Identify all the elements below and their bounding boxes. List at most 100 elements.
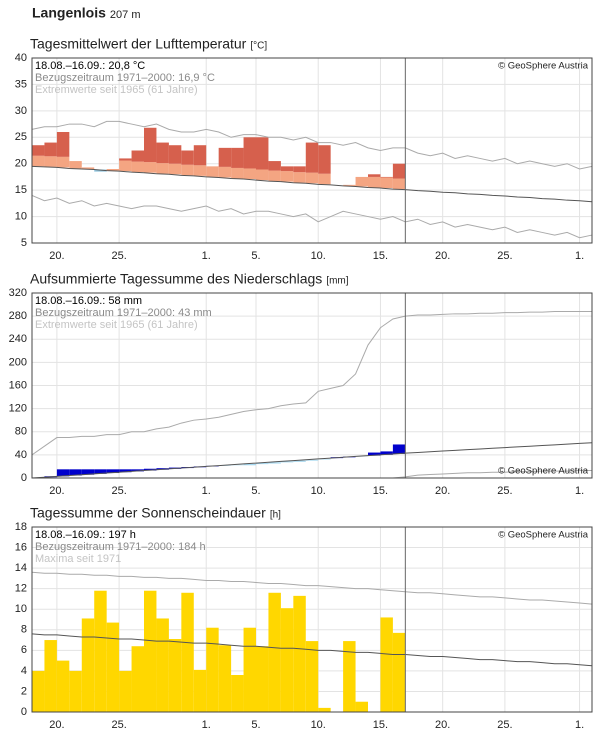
y-tick-label: 120 bbox=[9, 403, 27, 415]
anomaly-bar-below bbox=[256, 463, 269, 465]
plot-frame bbox=[31, 57, 593, 244]
climate-line bbox=[31, 571, 593, 605]
anomaly-bar-strong bbox=[156, 142, 169, 164]
anomaly-bar-below bbox=[243, 463, 256, 466]
anomaly-bar bbox=[56, 469, 70, 477]
anomaly-bar bbox=[256, 169, 269, 181]
anomaly-bar bbox=[280, 171, 294, 182]
bar bbox=[56, 660, 70, 712]
bar bbox=[343, 641, 356, 712]
bar bbox=[268, 592, 281, 712]
credit: © GeoSphere Austria bbox=[498, 530, 589, 541]
info-text: Maxima seit 1971 bbox=[35, 553, 121, 565]
anomaly-bar-below bbox=[268, 462, 281, 464]
info-text: Bezugszeitraum 1971–2000: 16,9 °C bbox=[35, 72, 215, 84]
x-tick-label: 5. bbox=[251, 250, 260, 262]
y-tick-label: 160 bbox=[9, 379, 27, 391]
anomaly-bar bbox=[156, 163, 169, 174]
climate-line bbox=[31, 194, 593, 239]
y-tick-label: 20 bbox=[15, 158, 27, 170]
bar bbox=[81, 618, 95, 712]
x-tick-label: 25. bbox=[111, 719, 126, 729]
y-tick-label: 2 bbox=[21, 685, 27, 697]
y-tick-label: 80 bbox=[15, 426, 27, 438]
anomaly-bar bbox=[293, 172, 306, 183]
anomaly-bar bbox=[69, 469, 82, 476]
credit: © GeoSphere Austria bbox=[498, 61, 589, 72]
bar bbox=[256, 646, 269, 712]
bar bbox=[392, 632, 406, 712]
y-tick-label: 6 bbox=[21, 644, 27, 656]
x-tick-label: 20. bbox=[49, 250, 64, 262]
anomaly-bar-strong bbox=[131, 150, 144, 162]
info-text: Extremwerte seit 1965 (61 Jahre) bbox=[35, 319, 198, 331]
x-tick-label: 20. bbox=[435, 250, 450, 262]
anomaly-bar bbox=[81, 469, 95, 475]
y-tick-label: 240 bbox=[9, 333, 27, 345]
climate-line bbox=[31, 120, 593, 170]
x-tick-label: 10. bbox=[311, 719, 326, 729]
y-tick-label: 35 bbox=[15, 78, 27, 90]
anomaly-bar-strong bbox=[32, 145, 45, 156]
y-tick-label: 40 bbox=[15, 52, 27, 64]
anomaly-bar-strong bbox=[168, 145, 182, 164]
climate-line bbox=[31, 165, 593, 203]
y-tick-label: 15 bbox=[15, 184, 27, 196]
x-tick-label: 20. bbox=[435, 485, 450, 497]
climate-line bbox=[31, 633, 593, 667]
anomaly-bar bbox=[94, 469, 107, 474]
anomaly-bar bbox=[243, 168, 256, 180]
x-tick-label: 25. bbox=[111, 250, 126, 262]
anomaly-bar bbox=[355, 176, 368, 187]
bar bbox=[293, 595, 306, 712]
y-tick-label: 4 bbox=[21, 665, 27, 677]
x-tick-label: 1. bbox=[202, 250, 211, 262]
anomaly-bar bbox=[131, 469, 144, 472]
bar bbox=[106, 622, 120, 712]
anomaly-bar bbox=[181, 164, 194, 176]
anomaly-bar bbox=[56, 156, 70, 168]
anomaly-bar bbox=[144, 162, 157, 173]
bar bbox=[380, 617, 393, 712]
anomaly-bar bbox=[193, 165, 207, 176]
x-tick-label: 5. bbox=[251, 719, 260, 729]
y-tick-label: 10 bbox=[15, 603, 27, 615]
anomaly-bar-strong bbox=[293, 166, 306, 173]
bar bbox=[206, 627, 219, 712]
info-text: Extremwerte seit 1965 (61 Jahre) bbox=[35, 84, 198, 96]
anomaly-bar-below bbox=[293, 460, 306, 462]
x-tick-label: 20. bbox=[49, 485, 64, 497]
anomaly-bar-strong bbox=[268, 161, 281, 171]
x-tick-label: 1. bbox=[575, 250, 584, 262]
y-tick-label: 8 bbox=[21, 624, 27, 636]
bar bbox=[69, 670, 82, 712]
x-tick-label: 25. bbox=[111, 485, 126, 497]
anomaly-bar bbox=[119, 469, 132, 473]
x-tick-label: 10. bbox=[311, 250, 326, 262]
anomaly-bar-below bbox=[231, 464, 244, 466]
x-tick-label: 20. bbox=[435, 719, 450, 729]
anomaly-bar-below bbox=[280, 461, 294, 463]
x-tick-label: 10. bbox=[311, 485, 326, 497]
y-tick-label: 16 bbox=[15, 541, 27, 553]
chart-unit: [h] bbox=[270, 510, 281, 521]
bar bbox=[193, 669, 207, 712]
y-tick-label: 10 bbox=[15, 210, 27, 222]
bar bbox=[44, 640, 57, 712]
anomaly-bar-strong bbox=[193, 145, 207, 166]
anomaly-bar-strong bbox=[119, 158, 132, 161]
chart-unit: [mm] bbox=[326, 276, 348, 287]
anomaly-bar-below bbox=[318, 458, 331, 460]
anomaly-bar bbox=[81, 167, 95, 169]
y-tick-label: 18 bbox=[15, 521, 27, 533]
plot-frame bbox=[31, 526, 593, 713]
x-tick-label: 1. bbox=[202, 485, 211, 497]
anomaly-bar bbox=[305, 172, 319, 184]
bar bbox=[181, 592, 194, 712]
anomaly-bar bbox=[368, 452, 381, 456]
y-tick-label: 40 bbox=[15, 449, 27, 461]
y-tick-label: 320 bbox=[9, 287, 27, 299]
info-text: 18.08.–16.09.: 20,8 °C bbox=[35, 60, 145, 72]
anomaly-bar-strong bbox=[144, 127, 157, 163]
